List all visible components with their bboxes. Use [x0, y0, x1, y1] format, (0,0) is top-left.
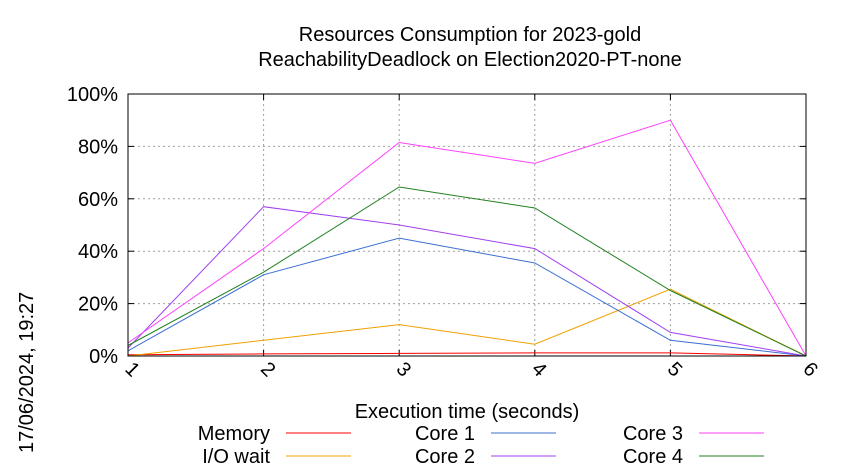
y-tick-label: 60% — [78, 189, 118, 211]
legend-label-core-1: Core 1 — [415, 423, 475, 445]
series-lines — [127, 119, 807, 357]
y-tick-label: 40% — [78, 241, 118, 263]
legend-label-memory: Memory — [198, 423, 270, 445]
legend-label-core-3: Core 3 — [623, 423, 683, 445]
timestamp-label: 17/06/2024, 19:27 — [16, 292, 38, 453]
x-tick-label: 2 — [256, 358, 279, 381]
x-tick-label: 5 — [663, 358, 686, 381]
x-tick-label: 1 — [120, 358, 143, 381]
legend-label-core-2: Core 2 — [415, 446, 475, 468]
chart-title-line-1: Resources Consumption for 2023-gold — [299, 24, 641, 46]
y-tick-label: 100% — [67, 84, 118, 106]
series-line-memory — [127, 352, 807, 357]
x-axis-label: Execution time (seconds) — [355, 401, 580, 423]
series-line-i-o-wait — [127, 288, 807, 357]
legend-label-core-4: Core 4 — [623, 446, 683, 468]
legend-label-i-o-wait: I/O wait — [202, 446, 270, 468]
axis-ticks: 0% 20% 40% 60% 80% 100% 1 2 3 4 5 6 — [67, 84, 822, 381]
series-line-core-2 — [127, 206, 807, 357]
y-tick-label: 80% — [78, 136, 118, 158]
series-line-core-3 — [127, 119, 807, 357]
series-line-core-1 — [127, 237, 807, 357]
plot-frame — [127, 93, 807, 357]
y-tick-label: 20% — [78, 294, 118, 316]
chart-title-line-2: ReachabilityDeadlock on Election2020-PT-… — [258, 49, 682, 71]
x-tick-label: 3 — [392, 358, 415, 381]
grid — [128, 94, 806, 356]
x-tick-label: 6 — [798, 358, 821, 381]
x-tick-label: 4 — [527, 358, 550, 381]
y-tick-label: 0% — [89, 346, 118, 368]
series-line-core-4 — [127, 186, 807, 357]
